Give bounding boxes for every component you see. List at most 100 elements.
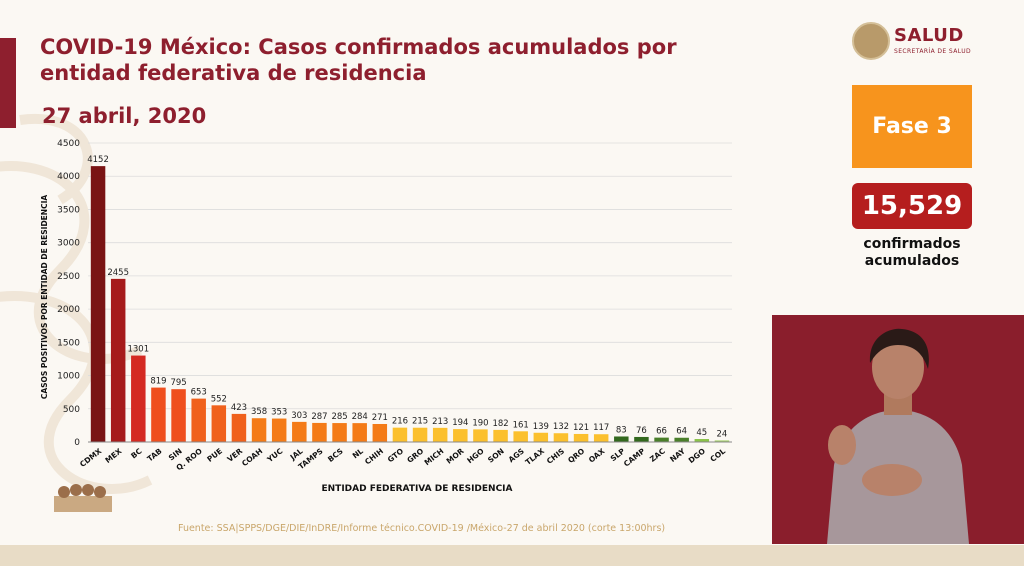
category-label: SON [486,446,506,464]
logo-text: SALUD [894,25,964,46]
category-label: NAY [668,446,687,464]
sign-language-interpreter [772,315,1024,544]
category-label: QRO [566,446,586,465]
y-tick-label: 3500 [57,205,80,215]
bar-jal [292,421,307,442]
bar-gro [412,427,428,442]
bar-coah [251,418,267,442]
interpreter-illustration [772,315,1024,544]
bar-tab [151,387,166,442]
category-label: MOR [445,446,466,465]
category-label: GTO [386,446,405,464]
total-cases-label: confirmados acumulados [832,236,992,270]
category-label: GRO [405,446,425,464]
category-label: CDMX [78,446,103,469]
bar-mich [432,427,448,442]
bar-zac [654,437,669,442]
value-label: 161 [513,420,529,430]
title-accent-bar [0,38,16,128]
phase-badge: Fase 3 [852,85,972,168]
y-tick-label: 1000 [57,372,80,382]
category-label: HGO [465,446,485,465]
value-label: 139 [533,422,549,432]
value-label: 76 [636,426,647,436]
value-label: 182 [492,419,508,429]
value-label: 194 [452,418,468,428]
total-cases-badge: 15,529 [852,183,972,229]
source-citation: Fuente: SSA|SPPS/DGE/DIE/InDRE/Informe t… [178,523,666,534]
value-label: 284 [352,412,368,422]
value-label: 24 [717,429,728,439]
salud-logo: SALUD SECRETARÍA DE SALUD [852,22,982,62]
bar-nl [352,423,367,442]
category-label: MICH [423,446,446,467]
category-label: COL [708,446,727,463]
y-tick-label: 3000 [57,239,80,249]
value-label: 216 [392,417,408,427]
bar-chih [372,423,388,442]
value-label: 285 [331,412,347,422]
bar-cdmx [90,166,106,442]
category-label: DGO [687,446,707,465]
logo-subtitle: SECRETARÍA DE SALUD [894,48,972,55]
bar-nay [674,437,689,442]
value-label: 552 [211,394,227,404]
value-label: 4152 [87,155,109,165]
y-tick-label: 0 [74,438,80,448]
value-labels: 4152 2455 1301 819 795 653 552 423 358 353 303 287 2… [87,155,727,439]
bar-ver [231,413,247,442]
footer-emblem [52,478,114,522]
y-tick-label: 4500 [57,139,80,149]
bar-pue [211,405,227,442]
value-label: 353 [271,408,287,418]
value-label: 287 [311,412,327,422]
category-label: BCS [326,446,345,463]
bar-hgo [473,429,488,442]
bar-sin [171,389,186,442]
bar-bcs [332,423,347,442]
value-label: 45 [696,428,707,438]
total-label-line2: acumulados [864,253,960,269]
category-label: CHIS [545,446,566,465]
bar-yuc [271,418,287,442]
value-label: 819 [150,377,166,387]
value-label: 132 [553,422,569,432]
y-tick-label: 1500 [57,338,80,348]
y-axis-ticks: 0 500 1000 1500 2000 2500 3000 3500 4000 4500 [57,139,80,448]
value-label: 795 [170,378,186,388]
value-label: 66 [656,427,667,437]
bar-ags [513,431,528,442]
category-label: YUC [265,446,285,464]
category-label: ZAC [648,446,667,464]
bar-camp [634,436,649,442]
category-label: COAH [240,446,264,468]
bar-mor [453,429,468,442]
bar-son [493,429,508,442]
value-label: 1301 [127,345,149,355]
category-label: TAB [145,446,163,463]
heroes-emblem-icon [54,484,112,512]
value-label: 2455 [107,268,129,278]
bar-gto [392,427,408,442]
x-axis-label: ENTIDAD FEDERATIVA DE RESIDENCIA [322,484,513,494]
category-label: AGS [507,446,526,464]
page-title: COVID-19 México: Casos confirmados acumu… [40,35,677,85]
bars [90,166,730,442]
seal-icon [852,22,890,60]
bar-qro [573,433,589,442]
y-tick-label: 500 [63,405,80,415]
bar-bc [131,355,146,442]
value-label: 213 [432,417,448,427]
total-label-line1: confirmados [863,236,961,252]
value-label: 117 [593,423,609,433]
y-tick-label: 2000 [57,305,80,315]
y-tick-label: 4000 [57,172,80,182]
value-label: 190 [472,418,488,428]
y-tick-label: 2500 [57,272,80,282]
value-label: 303 [291,411,307,421]
value-label: 83 [616,425,627,435]
value-label: 64 [676,427,687,437]
bar-col [714,440,730,442]
category-label: CHIH [363,446,385,466]
category-label: CAMP [622,446,647,468]
